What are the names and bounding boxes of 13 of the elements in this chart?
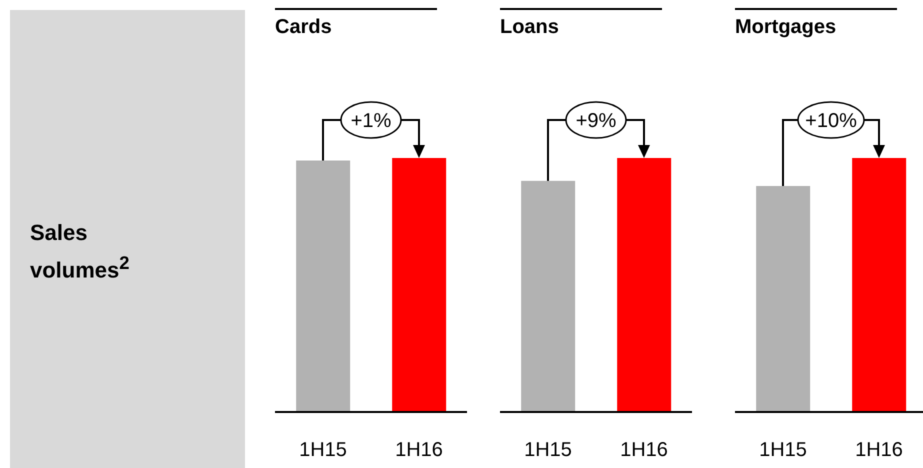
x-tick-label: 1H16 [855,439,903,462]
text: +9% [576,110,617,132]
x-tick-label: 1H15 [524,439,572,462]
chart-title: Cards [275,8,437,39]
x-tick-label: 1H15 [759,439,807,462]
x-tick-label: 1H15 [299,439,347,462]
x-tick-label: 1H16 [395,439,443,462]
text: Sales volumes$^{2}$ [30,219,130,284]
chart-title: Mortgages [735,8,897,39]
text: +1% [350,110,392,132]
chart-title: Loans [500,8,662,39]
text: +10% [805,110,858,132]
x-tick-label: 1H16 [620,439,668,462]
